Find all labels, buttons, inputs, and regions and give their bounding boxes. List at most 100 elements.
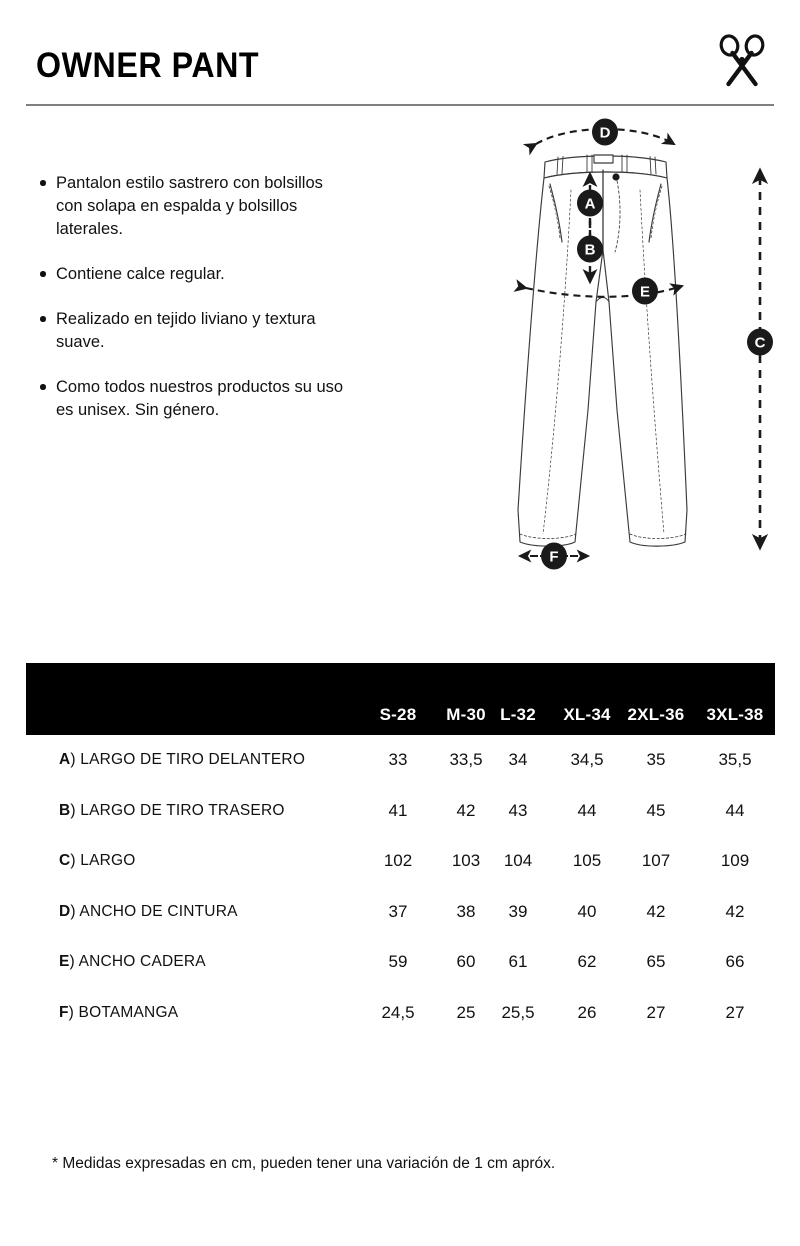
scissors-icon: [712, 34, 772, 90]
cell-a-m-30: 33,5: [449, 750, 483, 770]
row-label-e: E) ANCHO CADERA: [59, 953, 206, 971]
cell-b-l-32: 43: [508, 800, 528, 820]
page-header: OWNER PANT: [26, 30, 774, 108]
column-header-3xl-38: 3XL-38: [706, 705, 764, 724]
row-key-paren: ): [69, 953, 79, 971]
cell-f-2xl-36: 27: [646, 1002, 666, 1022]
cell-f-xl-34: 26: [577, 1002, 597, 1022]
footnote: * Medidas expresadas en cm, pueden tener…: [52, 1155, 556, 1172]
table-row: D) ANCHO DE CINTURA 37 38 39 40 42 42: [26, 887, 775, 938]
cell-b-s-28: 41: [388, 800, 408, 820]
page-title: OWNER PANT: [36, 46, 260, 85]
marker-badge-E: E: [632, 277, 658, 305]
cell-e-m-30: 60: [456, 952, 476, 972]
svg-text:C: C: [755, 334, 766, 351]
row-label-b: B) LARGO DE TIRO TRASERO: [59, 802, 285, 820]
column-header-s-28: S-28: [379, 705, 417, 724]
column-header-l-32: L-32: [500, 705, 536, 724]
cell-c-xl-34: 105: [572, 851, 602, 871]
feature-text: Pantalon estilo sastrero con bolsillos c…: [56, 174, 323, 238]
cell-c-2xl-36: 107: [641, 851, 671, 871]
marker-line-D: [522, 128, 676, 156]
row-key: C: [59, 852, 71, 870]
column-header-xl-34: XL-34: [563, 705, 611, 724]
svg-text:F: F: [549, 548, 558, 565]
pants-outline: [517, 154, 688, 547]
marker-badge-A: A: [577, 189, 603, 217]
row-label-c: C) LARGO: [59, 852, 136, 870]
feature-text: Contiene calce regular.: [56, 265, 225, 283]
row-label-text: LARGO DE TIRO TRASERO: [80, 801, 285, 819]
cell-a-2xl-36: 35: [646, 750, 666, 770]
cell-b-m-30: 42: [456, 800, 476, 820]
row-label-text: LARGO: [80, 852, 136, 870]
row-label-f: F) BOTAMANGA: [59, 1004, 178, 1022]
row-label-text: LARGO DE TIRO DELANTERO: [80, 751, 306, 769]
cell-f-s-28: 24,5: [381, 1002, 415, 1022]
cell-a-3xl-38: 35,5: [718, 750, 752, 770]
size-table: S-28 M-30 L-32 XL-34 2XL-36 3XL-38 A) LARGO D…: [26, 663, 775, 1038]
cell-b-3xl-38: 44: [725, 800, 745, 820]
cell-d-3xl-38: 42: [725, 901, 745, 921]
table-header-row: S-28 M-30 L-32 XL-34 2XL-36 3XL-38: [26, 663, 775, 735]
cell-d-s-28: 37: [388, 901, 408, 921]
cell-c-l-32: 104: [503, 851, 533, 871]
cell-c-3xl-38: 109: [720, 851, 750, 871]
row-key: E: [59, 953, 70, 971]
header-divider: [26, 104, 774, 106]
marker-badge-C: C: [747, 328, 773, 356]
table-row: F) BOTAMANGA 24,5 25 25,5 26 27 27: [26, 988, 775, 1039]
row-key-paren: ): [70, 751, 81, 769]
cell-f-3xl-38: 27: [725, 1002, 745, 1022]
row-key: F: [59, 1003, 69, 1021]
bullet-icon: [40, 180, 46, 186]
svg-text:D: D: [600, 124, 611, 141]
svg-text:A: A: [585, 195, 596, 212]
marker-badge-F: F: [541, 542, 567, 570]
svg-text:B: B: [585, 241, 596, 258]
cell-e-xl-34: 62: [577, 952, 597, 972]
cell-e-2xl-36: 65: [646, 952, 666, 972]
cell-d-m-30: 38: [456, 901, 476, 921]
cell-b-2xl-36: 45: [646, 800, 666, 820]
cell-d-xl-34: 40: [577, 901, 597, 921]
list-item: Pantalon estilo sastrero con bolsillos c…: [38, 172, 348, 241]
cell-d-l-32: 39: [508, 901, 528, 921]
bullet-icon: [40, 271, 46, 277]
table-row: B) LARGO DE TIRO TRASERO 41 42 43 44 45 44: [26, 786, 775, 837]
column-header-m-30: M-30: [446, 705, 486, 724]
row-label-text: ANCHO DE CINTURA: [79, 902, 238, 920]
row-key-paren: ): [70, 902, 80, 920]
row-label-d: D) ANCHO DE CINTURA: [59, 903, 238, 921]
row-label-text: ANCHO CADERA: [78, 953, 206, 971]
cell-f-l-32: 25,5: [501, 1002, 535, 1022]
list-item: Realizado en tejido liviano y textura su…: [38, 308, 348, 354]
cell-c-s-28: 102: [383, 851, 413, 871]
row-key: B: [59, 801, 71, 819]
svg-text:E: E: [640, 283, 650, 300]
cell-a-xl-34: 34,5: [570, 750, 604, 770]
row-label-a: A) LARGO DE TIRO DELANTERO: [59, 751, 305, 769]
column-header-2xl-36: 2XL-36: [627, 705, 685, 724]
row-key-paren: ): [70, 852, 81, 870]
feature-list: Pantalon estilo sastrero con bolsillos c…: [38, 172, 348, 422]
marker-badge-D: D: [592, 118, 618, 146]
cell-b-xl-34: 44: [577, 800, 597, 820]
table-row: C) LARGO 102 103 104 105 107 109: [26, 836, 775, 887]
button-detail: [612, 173, 620, 181]
marker-badge-B: B: [577, 235, 603, 263]
row-key-paren: ): [70, 801, 81, 819]
list-item: Contiene calce regular.: [38, 263, 348, 286]
table-row: E) ANCHO CADERA 59 60 61 62 65 66: [26, 937, 775, 988]
cell-c-m-30: 103: [451, 851, 481, 871]
table-body: A) LARGO DE TIRO DELANTERO 33 33,5 34 34,5 35…: [26, 735, 775, 1038]
row-label-text: BOTAMANGA: [78, 1003, 179, 1021]
cell-d-2xl-36: 42: [646, 901, 666, 921]
bullet-icon: [40, 316, 46, 322]
feature-text: Realizado en tejido liviano y textura su…: [56, 310, 316, 351]
cell-a-l-32: 34: [508, 750, 528, 770]
row-key-paren: ): [68, 1003, 79, 1021]
bullet-icon: [40, 384, 46, 390]
cell-e-3xl-38: 66: [725, 952, 745, 972]
